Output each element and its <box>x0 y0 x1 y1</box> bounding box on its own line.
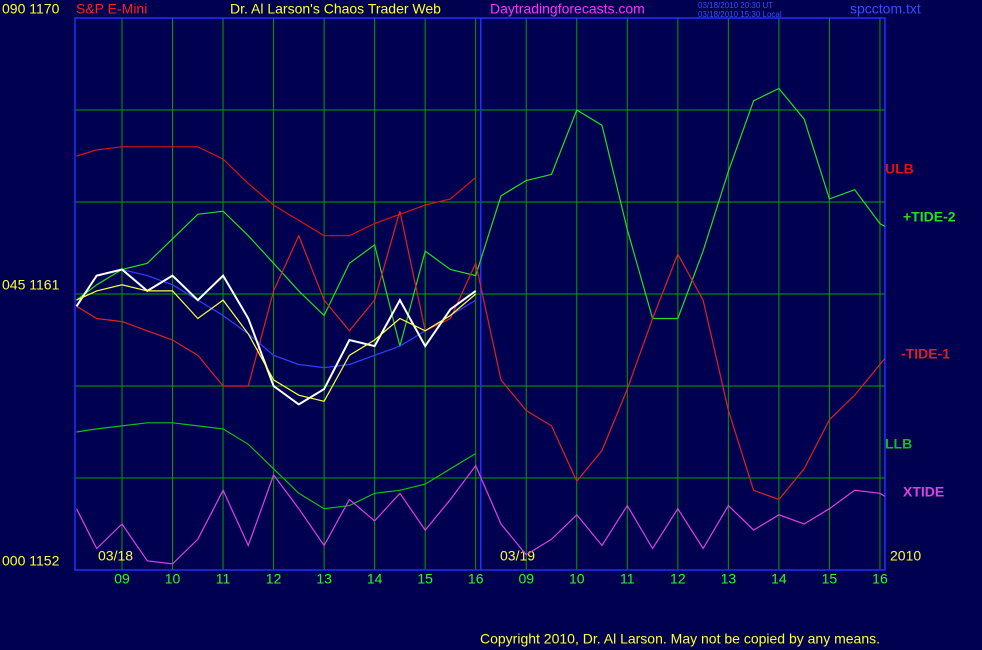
timestamp: 03/18/2010 20:30 UT <box>698 1 773 10</box>
x-tick-label: 10 <box>569 571 585 587</box>
x-tick-label: 12 <box>266 571 282 587</box>
file-name: spcctom.txt <box>850 1 921 17</box>
x-tick-label: 14 <box>367 571 383 587</box>
x-tick-label: 11 <box>620 571 635 587</box>
x-tick-label: 12 <box>670 571 686 587</box>
series-label: LLB <box>885 436 912 452</box>
instrument: S&P E-Mini <box>76 1 147 17</box>
x-tick-label: 13 <box>316 571 332 587</box>
series-line <box>121 268 477 369</box>
x-tick-label: 16 <box>872 571 888 587</box>
x-tick-label: 11 <box>216 571 231 587</box>
date-label: 03/18 <box>98 548 133 564</box>
y-tick-label: 090 1170 <box>2 1 60 17</box>
series-label: XTIDE <box>903 484 944 500</box>
x-tick-label: 10 <box>165 571 181 587</box>
series-line <box>76 422 477 510</box>
y-tick-label: 045 1161 <box>2 277 60 293</box>
x-tick-label: 09 <box>114 571 130 587</box>
x-tick-label: 09 <box>518 571 534 587</box>
year-label: 2010 <box>890 548 921 564</box>
series-line <box>75 268 477 406</box>
series-line <box>76 211 886 501</box>
site: Daytradingforecasts.com <box>490 1 645 17</box>
plot-frame <box>74 17 886 571</box>
series-label: -TIDE-1 <box>901 346 950 362</box>
series-line <box>76 146 477 237</box>
x-tick-label: 15 <box>822 571 838 587</box>
x-tick-label: 13 <box>721 571 737 587</box>
x-tick-label: 16 <box>468 571 484 587</box>
timestamp: 03/18/2010 15:30 Local <box>698 10 782 19</box>
series-line <box>75 464 886 565</box>
x-tick-label: 15 <box>417 571 433 587</box>
series-label: +TIDE-2 <box>903 209 956 225</box>
copyright: Copyright 2010, Dr. Al Larson. May not b… <box>480 631 880 647</box>
x-tick-label: 14 <box>771 571 787 587</box>
series-line <box>76 87 886 347</box>
series-label: ULB <box>885 161 914 177</box>
y-tick-label: 000 1152 <box>2 553 60 569</box>
series-line <box>76 284 477 402</box>
chart-title: Dr. Al Larson's Chaos Trader Web <box>230 1 441 17</box>
date-label: 03/19 <box>500 548 535 564</box>
